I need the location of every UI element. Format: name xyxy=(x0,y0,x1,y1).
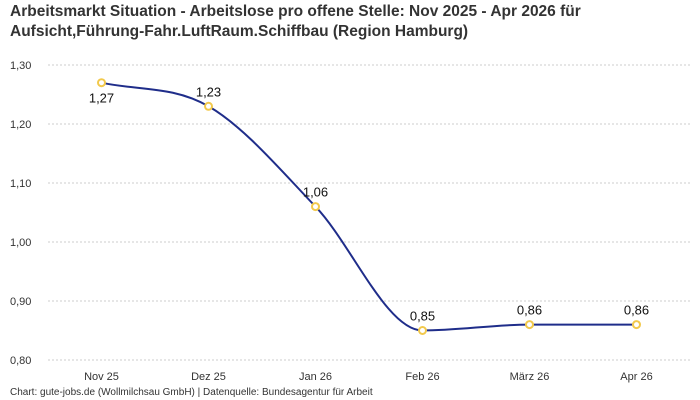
x-tick-label: Dez 25 xyxy=(191,371,226,383)
chart-title-line-1: Arbeitsmarkt Situation - Arbeitslose pro… xyxy=(10,3,581,20)
x-tick-label: Feb 26 xyxy=(405,371,439,383)
data-value-label: 1,27 xyxy=(89,91,114,106)
x-tick-label: März 26 xyxy=(510,371,550,383)
y-tick-label: 1,20 xyxy=(10,119,31,131)
data-labels: 1,27 1,23 1,06 0,85 0,86 0,86 xyxy=(89,84,649,323)
data-point-marker xyxy=(204,101,213,111)
chart-source-footer: Chart: gute-jobs.de (Wollmilchsau GmbH) … xyxy=(10,387,373,398)
y-tick-label: 1,10 xyxy=(10,178,31,190)
y-tick-label: 1,30 xyxy=(10,60,31,72)
data-value-label: 0,85 xyxy=(410,309,435,324)
y-tick-label: 1,00 xyxy=(10,237,31,249)
chart-title: Arbeitsmarkt Situation - Arbeitslose pro… xyxy=(10,2,694,42)
grid-lines xyxy=(48,64,690,361)
series-markers xyxy=(97,78,641,335)
data-value-label: 1,23 xyxy=(196,84,221,99)
data-point-marker xyxy=(418,326,427,335)
data-value-label: 1,06 xyxy=(303,185,328,200)
y-tick-label: 0,80 xyxy=(10,355,31,367)
data-point-marker xyxy=(632,320,641,330)
x-tick-label: Apr 26 xyxy=(620,371,652,383)
chart-title-line-2: Aufsicht,Führung-Fahr.LuftRaum.Schiffbau… xyxy=(10,23,469,40)
data-point-marker xyxy=(97,78,106,88)
data-value-label: 0,86 xyxy=(624,303,649,318)
x-tick-label: Nov 25 xyxy=(84,371,119,383)
x-axis: Nov 25 Dez 25 Jan 26 Feb 26 März 26 Apr 26 xyxy=(84,371,653,383)
data-value-label: 0,86 xyxy=(517,303,542,318)
y-tick-label: 0,90 xyxy=(10,296,31,308)
y-axis: 0,80 0,90 1,00 1,10 1,20 1,30 xyxy=(10,60,31,367)
data-point-marker xyxy=(525,320,534,330)
data-point-marker xyxy=(311,202,320,212)
series-line xyxy=(101,81,637,332)
x-tick-label: Jan 26 xyxy=(299,371,332,383)
